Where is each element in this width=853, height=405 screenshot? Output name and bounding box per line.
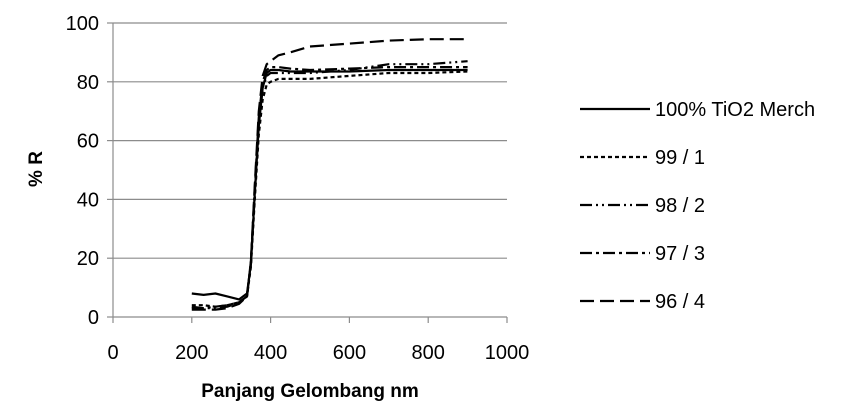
legend-label-3: 98 / 2 <box>655 195 705 217</box>
y-tick-label: 100 <box>66 13 99 35</box>
y-tick-label: 40 <box>77 189 99 211</box>
y-tick-label: 60 <box>77 131 99 153</box>
y-axis-title: % R <box>26 151 47 187</box>
legend-label-2: 99 / 1 <box>655 147 705 169</box>
x-tick-label: 1000 <box>485 342 530 364</box>
x-tick-label: 800 <box>412 342 445 364</box>
x-tick-label: 200 <box>175 342 208 364</box>
series-line-4 <box>192 67 468 308</box>
x-tick-label: 400 <box>254 342 287 364</box>
series-line-1 <box>192 70 468 299</box>
series-line-5 <box>192 39 468 309</box>
series-line-3 <box>192 61 468 308</box>
x-tick-label: 600 <box>333 342 366 364</box>
x-tick-labels: 0 200 400 600 800 1000 <box>107 342 529 364</box>
y-tick-label: 20 <box>77 248 99 270</box>
legend-label-4: 97 / 3 <box>655 243 705 265</box>
y-tick-label: 80 <box>77 72 99 94</box>
x-tick-label: 0 <box>107 342 118 364</box>
series-line-2 <box>192 72 468 307</box>
legend: 100% TiO2 Merch 99 / 1 98 / 2 97 / 3 96 / 4 <box>580 99 815 313</box>
x-axis-title: Panjang Gelombang nm <box>201 381 418 402</box>
y-tick-label: 0 <box>88 307 99 329</box>
y-tick-labels: 0 20 40 60 80 100 <box>66 13 99 329</box>
legend-label-1: 100% TiO2 Merch <box>655 99 815 121</box>
legend-label-5: 96 / 4 <box>655 291 705 313</box>
series-lines <box>192 39 468 309</box>
gridlines <box>113 23 507 258</box>
